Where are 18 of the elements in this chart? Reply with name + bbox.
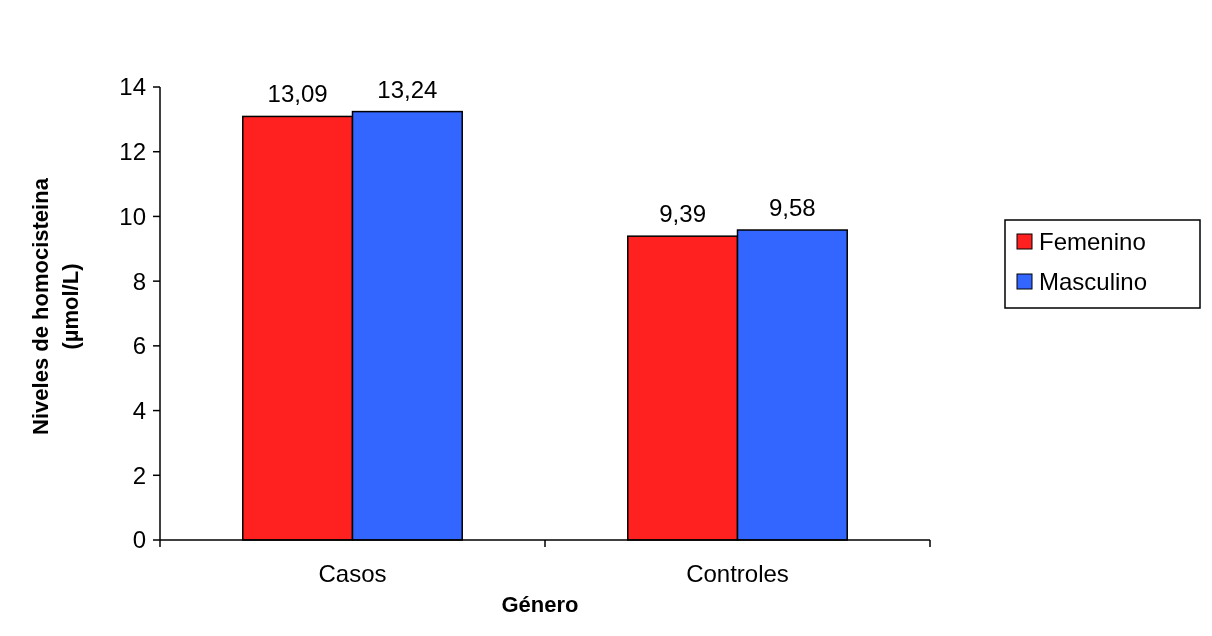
data-label: 9,58 [769, 194, 816, 222]
data-label: 9,39 [659, 200, 706, 228]
y-tick-label: 0 [132, 526, 146, 554]
data-label: 13,09 [267, 80, 328, 108]
y-tick-label: 8 [132, 267, 146, 295]
legend-label: Femenino [1039, 228, 1146, 256]
x-tick-label: Casos [318, 560, 387, 587]
y-tick-label: 4 [132, 396, 146, 424]
y-tick-label: 6 [132, 332, 146, 360]
y-tick-label: 12 [119, 138, 146, 166]
x-axis-title: Género [501, 592, 579, 617]
y-axis-title: Niveles de homocisteina (µmol/L) [28, 177, 83, 435]
y-tick-label: 10 [119, 202, 146, 230]
y-tick-label: 2 [132, 461, 146, 489]
data-label: 13,24 [377, 75, 438, 103]
legend-label: Masculino [1039, 268, 1148, 296]
y-tick-label: 14 [119, 73, 146, 101]
x-tick-label: Controles [686, 560, 789, 587]
